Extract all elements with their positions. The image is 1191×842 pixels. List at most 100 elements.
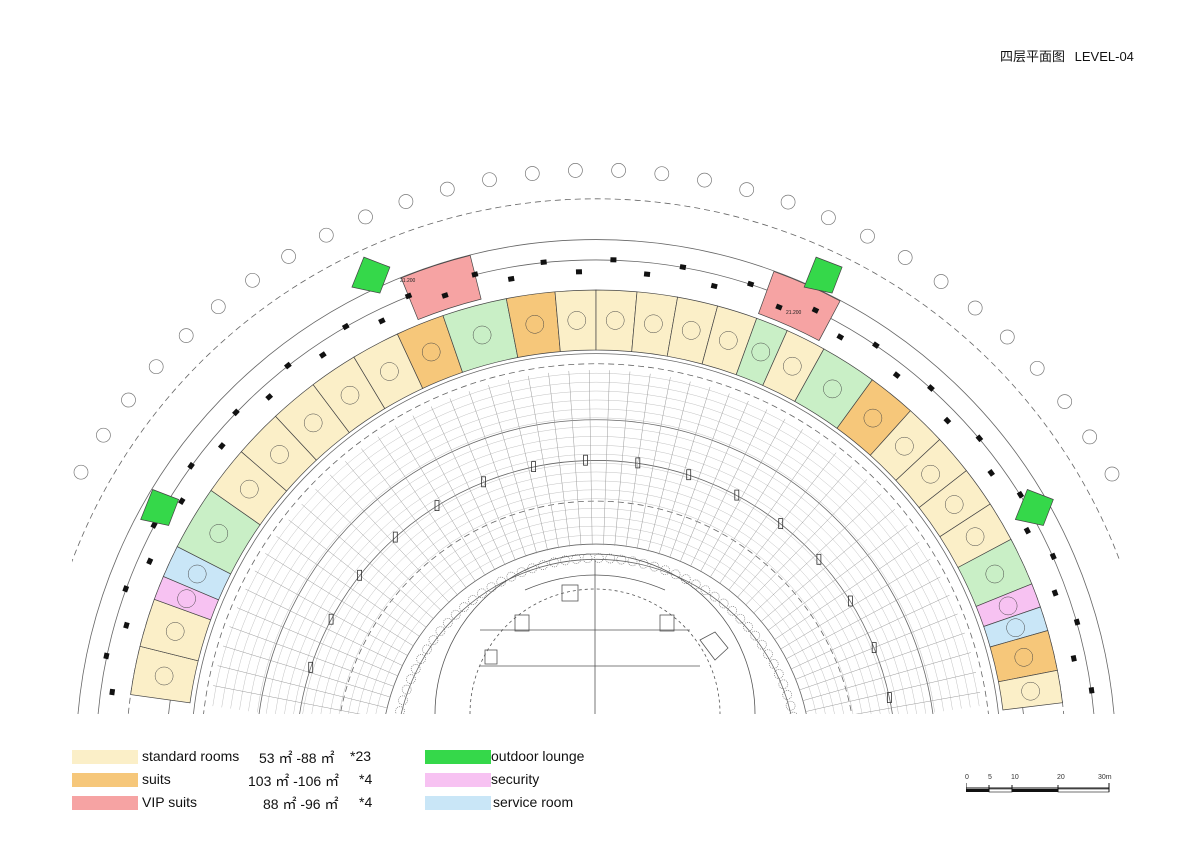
legend-swatch-security bbox=[425, 773, 491, 787]
structure-mark bbox=[103, 652, 110, 660]
inner-bubble bbox=[467, 595, 478, 605]
room-fixture bbox=[1006, 618, 1025, 637]
inner-bubble bbox=[718, 598, 729, 609]
seat-line bbox=[508, 379, 548, 551]
inner-bubble bbox=[506, 571, 517, 582]
structure-mark bbox=[378, 317, 386, 325]
outdoor-lounge bbox=[803, 256, 843, 294]
structure-mark bbox=[871, 341, 880, 349]
legend-service: service room bbox=[425, 794, 625, 811]
structure-mark bbox=[507, 275, 515, 282]
legend-swatch-suits bbox=[72, 773, 138, 787]
seat-row bbox=[311, 471, 881, 714]
arc-line bbox=[168, 330, 1024, 714]
inner-bubble bbox=[395, 706, 405, 714]
seat-line bbox=[265, 553, 414, 647]
inner-bubble bbox=[393, 718, 402, 727]
room-fixture bbox=[965, 527, 985, 546]
grid-bubble bbox=[654, 166, 670, 182]
inner-bubble bbox=[560, 555, 570, 566]
grid-bubble bbox=[967, 300, 983, 316]
room-fixture bbox=[472, 325, 492, 345]
seat-line bbox=[276, 536, 421, 637]
legend-vip: VIP suits 88 ㎡ -96 ㎡ *4 bbox=[72, 794, 373, 812]
structure-mark bbox=[643, 271, 651, 278]
structure-mark bbox=[811, 306, 820, 314]
seat-row bbox=[320, 480, 872, 714]
seat-row bbox=[338, 498, 854, 714]
structure-mark bbox=[775, 303, 783, 311]
room-fixture bbox=[421, 342, 441, 362]
grid-bubble bbox=[897, 250, 913, 265]
legend-label-outdoor: outdoor lounge bbox=[491, 748, 585, 764]
arc-line bbox=[339, 500, 853, 714]
room-fixture bbox=[209, 524, 229, 543]
seat-row bbox=[366, 526, 826, 714]
drawing-title-cn: 四层平面图 bbox=[1000, 50, 1066, 65]
grid-bubble bbox=[739, 182, 755, 197]
seat-line bbox=[412, 415, 496, 571]
stair-mark bbox=[392, 531, 398, 543]
structure-mark bbox=[283, 361, 292, 370]
legend-area-suits: 103 ㎡ -106 ㎡ bbox=[248, 773, 340, 789]
room-fixture bbox=[1014, 648, 1034, 667]
legend-count-vip: *4 bbox=[359, 794, 373, 810]
room-fixture bbox=[525, 315, 545, 334]
inner-bubble bbox=[435, 626, 446, 637]
grid-bubble bbox=[1166, 628, 1180, 642]
field-area bbox=[434, 553, 756, 714]
seat-row bbox=[221, 382, 971, 708]
structure-mark bbox=[232, 408, 240, 417]
seat-line bbox=[753, 493, 882, 614]
seat-row bbox=[284, 445, 908, 714]
structure-mark bbox=[679, 264, 687, 271]
inner-bubble bbox=[477, 588, 487, 599]
structure-mark bbox=[318, 351, 327, 359]
room-standard bbox=[998, 669, 1063, 711]
room-standard bbox=[595, 289, 638, 352]
inner-bubble bbox=[789, 711, 798, 714]
grid-bubble bbox=[358, 209, 373, 225]
inner-bubble bbox=[450, 609, 461, 620]
outdoor-lounge bbox=[140, 489, 180, 526]
structure-mark bbox=[1073, 618, 1081, 626]
seat-line bbox=[361, 448, 467, 589]
seat-line bbox=[855, 692, 981, 714]
inner-bubble bbox=[549, 557, 559, 568]
legend-label-standard: standard rooms bbox=[142, 748, 240, 764]
seat-line bbox=[548, 372, 571, 547]
room-fixture bbox=[895, 436, 914, 456]
room-fixture bbox=[154, 666, 174, 686]
seating-radials bbox=[212, 370, 981, 714]
stair-mark bbox=[481, 476, 487, 488]
legend-standard: standard rooms 53 ㎡ -88 ㎡ *23 bbox=[72, 748, 372, 766]
seat-line bbox=[254, 570, 409, 656]
room-fixture bbox=[921, 464, 940, 484]
level-mark-left: 21.200 bbox=[400, 278, 416, 284]
arc-lines bbox=[72, 198, 1120, 714]
seat-row bbox=[248, 408, 944, 712]
seat-line bbox=[774, 541, 920, 640]
seat-line bbox=[222, 645, 391, 698]
seat-row bbox=[257, 417, 935, 713]
stair-mark bbox=[778, 518, 784, 529]
grid-bubble bbox=[1082, 429, 1098, 445]
grid-bubble bbox=[318, 227, 334, 243]
stair-mark bbox=[357, 569, 363, 581]
outdoor-lounge bbox=[1014, 489, 1054, 526]
stair-mark bbox=[887, 692, 892, 703]
seat-row bbox=[357, 517, 835, 714]
legend-count-suits: *4 bbox=[359, 771, 373, 787]
structure-mark bbox=[540, 259, 547, 266]
seat-line bbox=[799, 632, 965, 691]
inner-bubble bbox=[605, 553, 615, 564]
seat-line bbox=[236, 607, 399, 677]
structure-mark bbox=[610, 257, 617, 263]
grid-bubble bbox=[611, 163, 626, 178]
seat-line bbox=[245, 588, 403, 666]
inner-bubble bbox=[442, 617, 453, 628]
seat-line bbox=[736, 465, 853, 598]
grid-bubble bbox=[482, 172, 497, 188]
arc-line bbox=[127, 289, 1065, 714]
